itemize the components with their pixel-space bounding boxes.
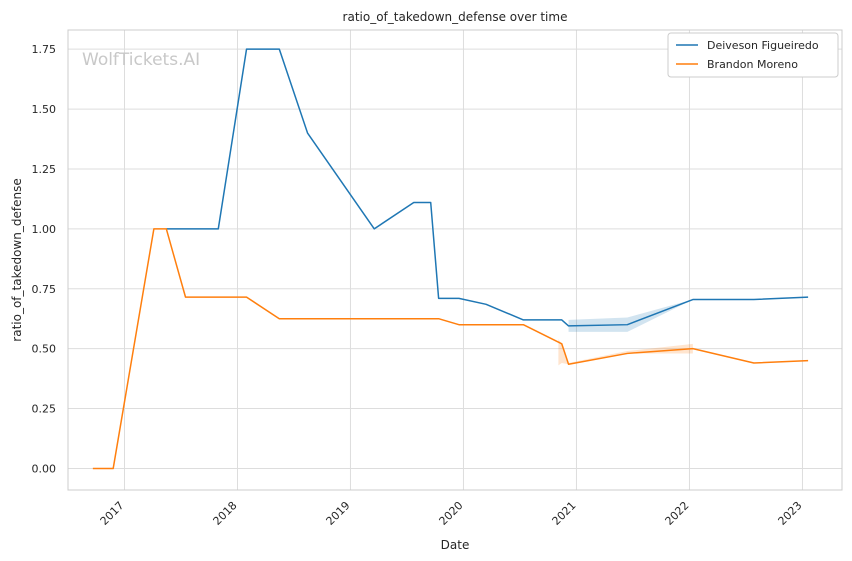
legend-label-deiveson-figueiredo: Deiveson Figueiredo: [707, 39, 819, 52]
watermark: WolfTickets.AI: [82, 50, 200, 70]
confidence-band-deiveson-figueiredo: [568, 299, 693, 332]
y-tick-label: 0.25: [32, 403, 57, 416]
x-tick-label: 2018: [211, 499, 240, 528]
x-tick-label: 2023: [776, 499, 805, 528]
y-tick-label: 1.75: [32, 43, 57, 56]
legend: Deiveson Figueiredo Brandon Moreno: [667, 32, 839, 78]
y-tick-label: 0.00: [32, 462, 57, 475]
y-tick-label: 1.25: [32, 163, 57, 176]
y-axis-label: ratio_of_takedown_defense: [10, 178, 24, 341]
series-line-brandon-moreno: [92, 228, 809, 470]
y-tick-label: 0.50: [32, 343, 57, 356]
series-line-deiveson-figueiredo: [166, 48, 809, 327]
series-lines: [92, 48, 809, 470]
x-axis-label: Date: [441, 538, 470, 552]
y-tick-label: 0.75: [32, 283, 57, 296]
x-axis-ticks: 2017 2018 2019 2020 2021 2022 2023: [98, 499, 805, 528]
y-axis-ticks: 0.00 0.25 0.50 0.75 1.00 1.25 1.50 1.75: [32, 43, 57, 475]
x-tick-label: 2020: [437, 499, 466, 528]
confidence-bands: [558, 299, 693, 366]
x-tick-label: 2019: [324, 499, 353, 528]
x-tick-label: 2021: [550, 499, 579, 528]
y-tick-label: 1.00: [32, 223, 57, 236]
legend-label-brandon-moreno: Brandon Moreno: [707, 58, 798, 71]
y-tick-label: 1.50: [32, 103, 57, 116]
x-tick-label: 2017: [98, 499, 127, 528]
plot-frame: [67, 29, 843, 491]
confidence-band-brandon-moreno: [558, 339, 693, 366]
x-tick-label: 2022: [663, 499, 692, 528]
chart-title: ratio_of_takedown_defense over time: [343, 10, 568, 24]
grid-lines: [68, 30, 842, 490]
legend-box: [667, 32, 839, 78]
